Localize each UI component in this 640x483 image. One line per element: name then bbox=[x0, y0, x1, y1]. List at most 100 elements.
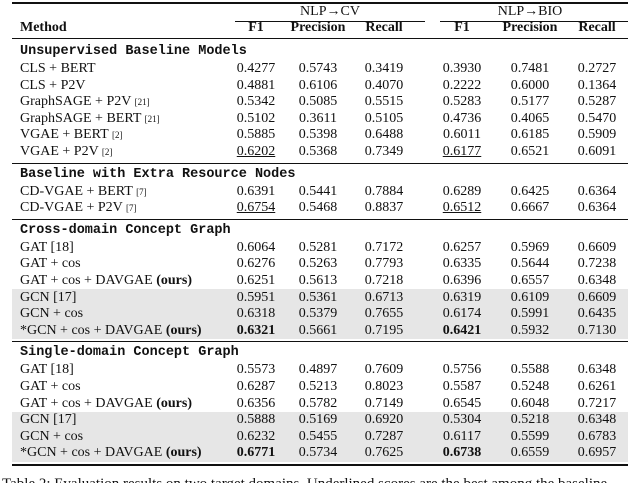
method-name: GCN + cos bbox=[20, 428, 84, 444]
score-cell: 0.7195 bbox=[364, 322, 404, 338]
method-cell: VGAE + BERT [2] bbox=[20, 127, 122, 143]
score-cell: 0.4881 bbox=[236, 77, 276, 93]
method-cell: GAT [18] bbox=[20, 240, 74, 256]
ours-tag: (ours) bbox=[156, 395, 193, 411]
score-cell: 0.6545 bbox=[442, 395, 482, 411]
score-cell: 0.6174 bbox=[442, 306, 482, 322]
score-cell: 0.6521 bbox=[510, 144, 550, 159]
score-cell: 0.7793 bbox=[364, 256, 404, 272]
score-cell: 0.5379 bbox=[298, 306, 338, 322]
score-cell: 0.4065 bbox=[510, 110, 550, 126]
score-cell: 0.7884 bbox=[364, 183, 404, 199]
score-cell: 0.6177 bbox=[442, 144, 482, 159]
score-cell: 0.6335 bbox=[442, 256, 482, 272]
row-shade bbox=[12, 289, 628, 307]
score-cell: 0.5573 bbox=[236, 362, 276, 378]
score-cell: 0.5991 bbox=[510, 306, 550, 322]
score-cell: 0.4736 bbox=[442, 110, 482, 126]
method-name: GCN + cos bbox=[20, 306, 84, 322]
method-name: VGAE + BERT bbox=[20, 127, 109, 143]
score-cell: 0.6738 bbox=[442, 445, 482, 461]
method-name: GraphSAGE + P2V bbox=[20, 94, 132, 110]
method-cell: CD-VGAE + P2V [7] bbox=[20, 200, 137, 216]
row-shade bbox=[12, 305, 628, 323]
score-cell: 0.2222 bbox=[442, 77, 482, 93]
score-cell: 0.6276 bbox=[236, 256, 276, 272]
citation: [21] bbox=[134, 97, 150, 108]
score-cell: 0.6435 bbox=[577, 306, 617, 322]
score-cell: 0.6512 bbox=[442, 200, 482, 216]
score-cell: 0.7172 bbox=[364, 239, 404, 255]
method-name: GAT + cos + DAVGAE bbox=[20, 395, 153, 411]
method-header: Method bbox=[20, 20, 67, 35]
score-cell: 0.7218 bbox=[364, 273, 404, 288]
score-cell: 0.6106 bbox=[298, 77, 338, 93]
score-cell: 0.5102 bbox=[236, 110, 276, 126]
method-cell: GAT + cos bbox=[20, 379, 81, 395]
ours-tag: (ours) bbox=[165, 322, 202, 338]
section-rule bbox=[12, 341, 628, 343]
score-cell: 0.6391 bbox=[236, 183, 276, 199]
method-name: CLS + P2V bbox=[20, 77, 86, 93]
score-cell: 0.5287 bbox=[577, 94, 617, 110]
score-cell: 0.6364 bbox=[577, 200, 617, 216]
method-cell: GCN + cos bbox=[20, 429, 83, 445]
score-cell: 0.7609 bbox=[364, 362, 404, 378]
section-title: Baseline with Extra Resource Nodes bbox=[20, 166, 296, 182]
score-cell: 0.5743 bbox=[298, 61, 338, 76]
score-cell: 0.6348 bbox=[577, 362, 617, 378]
row-shade bbox=[12, 322, 628, 340]
score-cell: 0.6348 bbox=[577, 273, 617, 288]
score-cell: 0.5951 bbox=[236, 289, 276, 305]
method-name: VGAE + P2V bbox=[20, 144, 99, 159]
citation: [7] bbox=[126, 203, 137, 214]
citation: [7] bbox=[136, 186, 147, 197]
score-cell: 0.5085 bbox=[298, 94, 338, 110]
score-cell: 0.5441 bbox=[298, 183, 338, 199]
row-shade bbox=[12, 428, 628, 446]
score-cell: 0.6319 bbox=[442, 289, 482, 305]
method-cell: GraphSAGE + BERT [21] bbox=[20, 111, 160, 127]
score-cell: 0.5468 bbox=[298, 200, 338, 216]
column-header: F1 bbox=[248, 20, 264, 35]
score-cell: 0.5263 bbox=[298, 256, 338, 272]
score-cell: 0.3611 bbox=[299, 110, 337, 126]
score-cell: 0.5398 bbox=[298, 127, 338, 143]
method-name: CD-VGAE + BERT bbox=[20, 183, 133, 199]
group-rule bbox=[440, 21, 628, 22]
score-cell: 0.1364 bbox=[577, 77, 617, 93]
method-cell: GAT [18] bbox=[20, 362, 74, 378]
score-cell: 0.6557 bbox=[510, 273, 550, 288]
score-cell: 0.6421 bbox=[442, 322, 482, 338]
caption: Table 2: Evaluation results on two targe… bbox=[2, 476, 607, 483]
section-title: Unsupervised Baseline Models bbox=[20, 44, 247, 59]
score-cell: 0.6609 bbox=[577, 289, 617, 305]
score-cell: 0.6957 bbox=[577, 445, 617, 461]
column-header: Precision bbox=[290, 20, 346, 35]
score-cell: 0.5248 bbox=[510, 379, 550, 394]
score-cell: 0.2727 bbox=[577, 61, 617, 76]
row-shade bbox=[12, 411, 628, 429]
score-cell: 0.7130 bbox=[577, 322, 617, 338]
citation: [17] bbox=[53, 412, 77, 428]
score-cell: 0.7238 bbox=[577, 256, 617, 272]
score-cell: 0.7287 bbox=[364, 428, 404, 444]
score-cell: 0.6117 bbox=[443, 428, 481, 444]
method-name: GCN bbox=[20, 412, 50, 428]
score-cell: 0.6257 bbox=[442, 239, 482, 255]
score-cell: 0.6289 bbox=[442, 183, 482, 199]
column-header: Precision bbox=[502, 20, 558, 35]
header-rule bbox=[12, 38, 628, 39]
score-cell: 0.6396 bbox=[442, 273, 482, 288]
score-cell: 0.7349 bbox=[364, 144, 404, 159]
score-cell: 0.5470 bbox=[577, 110, 617, 126]
score-cell: 0.6609 bbox=[577, 239, 617, 255]
score-cell: 0.6771 bbox=[236, 445, 276, 461]
score-cell: 0.5613 bbox=[298, 273, 338, 288]
score-cell: 0.6202 bbox=[236, 144, 276, 159]
score-cell: 0.5169 bbox=[298, 412, 338, 428]
method-name: GCN bbox=[20, 289, 50, 305]
score-cell: 0.6559 bbox=[510, 445, 550, 461]
score-cell: 0.6318 bbox=[236, 306, 276, 322]
